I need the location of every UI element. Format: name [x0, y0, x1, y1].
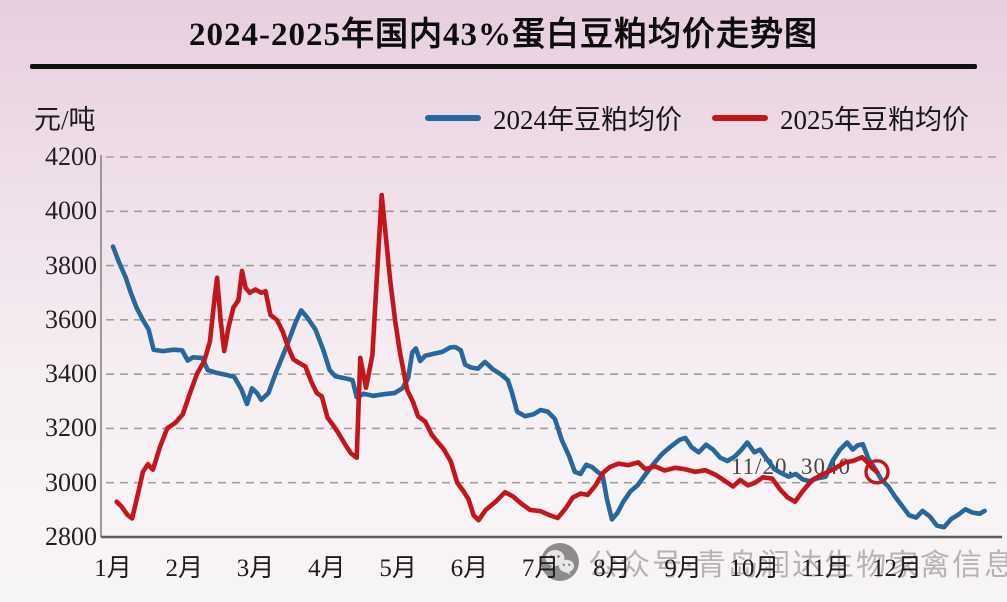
- legend-label-2025: 2025年豆粕均价: [780, 105, 969, 135]
- y-tick-label-3800: 3800: [45, 250, 97, 280]
- x-tick-label-10: 10月: [729, 555, 780, 582]
- chart-title: 2024-2025年国内43%蛋白豆粕均价走势图: [189, 17, 818, 53]
- data-point-annotation: 11/20, 3040: [731, 454, 852, 479]
- y-tick-label-3600: 3600: [45, 304, 97, 334]
- legend-item-2025: 2025年豆粕均价: [712, 98, 969, 137]
- x-tick-label-12: 12月: [871, 555, 922, 582]
- watermark-text: 公众号·青岛润达生物家禽信息: [588, 549, 1007, 582]
- y-tick-label-4000: 4000: [45, 196, 97, 226]
- x-tick-label-11: 11月: [801, 555, 851, 582]
- y-tick-label-3400: 3400: [45, 359, 97, 389]
- x-tick-label-1: 1月: [94, 555, 132, 582]
- y-tick-label-4200: 4200: [45, 142, 97, 171]
- y-tick-label-2800: 2800: [45, 522, 97, 551]
- x-tick-label-6: 6月: [450, 555, 489, 582]
- legend-swatch-2025: [712, 114, 768, 121]
- legend-swatch-2024: [425, 114, 481, 121]
- legend-item-2024: 2024年豆粕均价: [425, 98, 682, 137]
- wechat-icon: [541, 543, 579, 581]
- x-tick-label-2: 2月: [165, 555, 204, 582]
- title-underline: [30, 64, 977, 69]
- x-tick-label-7: 7月: [521, 555, 560, 582]
- end-marker-circle: [864, 459, 890, 485]
- x-tick-label-4: 4月: [308, 555, 346, 582]
- x-tick-label-3: 3月: [236, 555, 275, 582]
- legend-label-2024: 2024年豆粕均价: [493, 105, 682, 135]
- y-tick-label-3000: 3000: [45, 467, 97, 497]
- chart-legend: 2024年豆粕均价 2025年豆粕均价: [425, 98, 985, 137]
- y-axis-unit-label: 元/吨: [34, 105, 96, 135]
- watermark: 公众号·青岛润达生物家禽信息: [540, 540, 1007, 584]
- x-tick-label-5: 5月: [379, 555, 417, 582]
- x-tick-label-8: 8月: [593, 555, 631, 582]
- series-line-2024: [110, 244, 987, 530]
- x-tick-label-9: 9月: [664, 555, 702, 582]
- y-tick-label-3200: 3200: [45, 413, 97, 443]
